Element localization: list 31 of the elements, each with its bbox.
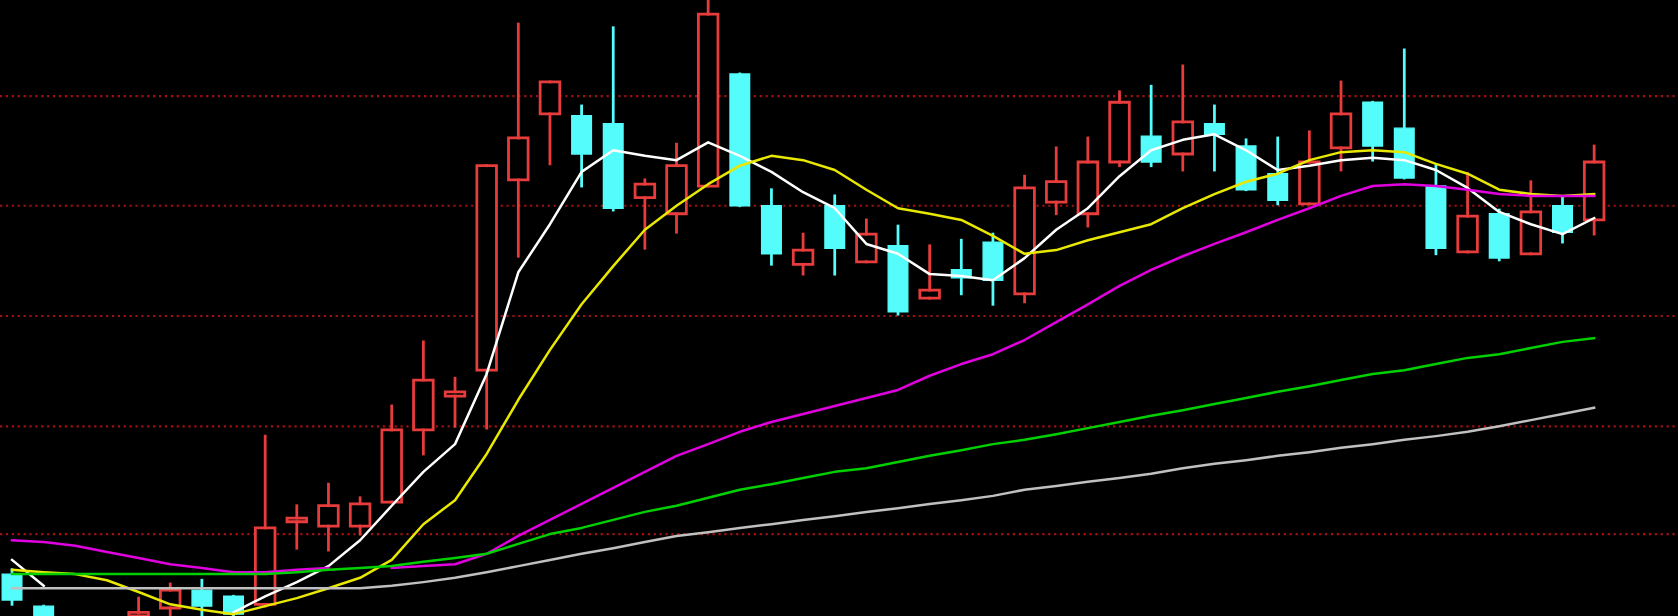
candlestick	[1076, 136, 1100, 228]
candlestick	[412, 340, 435, 456]
candlestick	[191, 578, 213, 616]
candlestick	[1456, 172, 1479, 254]
candlestick	[665, 142, 688, 234]
candlestick	[380, 404, 403, 504]
candlestick	[127, 596, 150, 616]
candlestick	[982, 232, 1004, 306]
candlestick	[633, 178, 657, 250]
candlestick	[1267, 136, 1289, 206]
candlestick	[1013, 174, 1036, 304]
candlestick	[1362, 100, 1384, 162]
candlestick	[1298, 130, 1321, 206]
candlestick	[317, 482, 340, 552]
candlestick	[1582, 144, 1606, 236]
candlestick	[538, 80, 562, 166]
candlestick	[824, 194, 846, 276]
candlestick	[918, 244, 941, 300]
candlestick	[1552, 196, 1574, 244]
candlestick	[348, 496, 372, 536]
candlestick	[1488, 208, 1510, 262]
candlestick	[1140, 84, 1162, 168]
candlestick	[1108, 90, 1131, 168]
candlestick	[507, 22, 530, 258]
candlestick	[1203, 104, 1225, 172]
candlestick	[571, 104, 593, 188]
candlestick	[475, 164, 498, 430]
candlestick	[1519, 180, 1543, 256]
candlestick	[1045, 146, 1068, 216]
candlestick	[696, 0, 720, 188]
candlestick	[1329, 80, 1353, 172]
